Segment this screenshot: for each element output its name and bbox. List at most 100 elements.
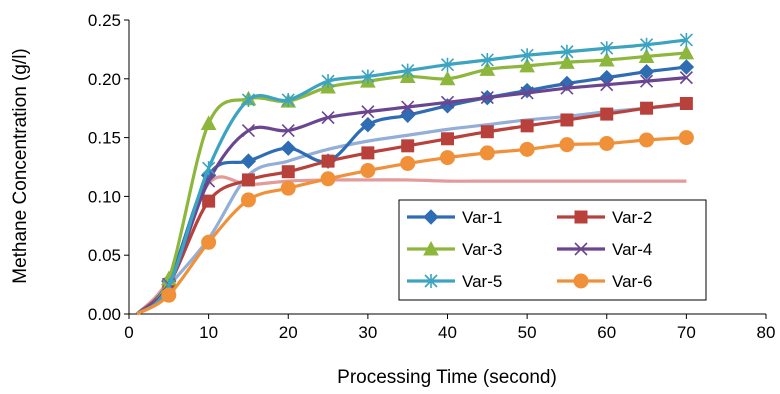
legend-marker <box>423 240 439 256</box>
data-point <box>678 44 695 60</box>
x-tick-label: 30 <box>358 323 377 342</box>
data-point <box>480 52 494 67</box>
data-point <box>439 70 456 86</box>
legend-label: Var-6 <box>612 272 652 291</box>
data-point <box>560 44 574 59</box>
data-point <box>361 105 375 119</box>
data-point <box>600 41 614 56</box>
data-point <box>440 57 455 72</box>
data-point <box>599 69 615 86</box>
data-point <box>240 153 257 169</box>
data-point <box>519 82 535 99</box>
data-point <box>202 194 216 208</box>
data-point <box>321 154 335 168</box>
data-point <box>321 111 335 125</box>
series-var-5 <box>135 32 693 316</box>
series-var-6 <box>136 130 694 316</box>
data-point <box>520 86 534 100</box>
legend-label: Var-3 <box>462 240 502 259</box>
data-point <box>281 123 295 138</box>
data-point <box>639 132 655 148</box>
legend-marker <box>573 273 589 289</box>
legend-item-var-2: Var-2 <box>557 208 652 227</box>
y-tick-label: 0.15 <box>88 129 121 148</box>
data-point <box>241 123 256 138</box>
data-point <box>599 135 615 151</box>
x-axis-label: Processing Time (second) <box>337 367 557 388</box>
data-point <box>639 74 654 88</box>
data-point <box>440 95 455 109</box>
legend-marker <box>423 209 439 225</box>
data-point <box>202 161 216 176</box>
data-point <box>559 137 575 153</box>
data-point <box>361 69 375 84</box>
y-tick-label: 0.00 <box>88 305 121 324</box>
x-tick-label: 0 <box>124 323 133 342</box>
data-point <box>520 48 534 63</box>
legend-item-var-1: Var-1 <box>407 208 502 227</box>
x-tick-label: 80 <box>757 323 776 342</box>
series-layer <box>135 32 695 316</box>
legend-label: Var-5 <box>462 272 502 291</box>
data-point <box>678 59 695 75</box>
data-point <box>161 287 177 303</box>
data-point <box>638 64 655 80</box>
data-point <box>401 63 415 78</box>
data-point <box>401 100 415 114</box>
y-tick-label: 0.05 <box>88 246 121 265</box>
legend-item-var-3: Var-3 <box>407 240 502 259</box>
data-point <box>560 81 574 95</box>
x-tick-label: 70 <box>677 323 696 342</box>
x-tick-label: 40 <box>438 323 457 342</box>
legend-item-var-5: Var-5 <box>407 272 502 291</box>
x-tick-label: 60 <box>597 323 616 342</box>
data-point <box>598 51 615 67</box>
data-point <box>280 140 296 156</box>
data-point <box>679 96 693 110</box>
legend-marker <box>574 210 588 224</box>
data-point <box>520 119 534 133</box>
data-point <box>639 37 654 52</box>
y-axis-label: Methane Concentration (g/l) <box>10 48 31 284</box>
data-point <box>201 234 217 250</box>
data-point <box>479 145 495 161</box>
y-tick-label: 0.10 <box>88 187 121 206</box>
data-point <box>241 92 256 107</box>
data-point <box>441 132 454 146</box>
data-point <box>399 107 416 123</box>
series-var-4 <box>135 71 693 316</box>
data-point <box>360 163 376 179</box>
data-point <box>479 61 496 76</box>
data-point <box>679 32 693 47</box>
data-point <box>678 130 694 146</box>
data-point <box>519 141 535 157</box>
x-tick-label: 50 <box>518 323 537 342</box>
data-point <box>400 155 416 171</box>
y-tick-label: 0.25 <box>88 11 121 30</box>
data-point <box>600 107 614 121</box>
x-tick-label: 10 <box>199 323 218 342</box>
x-tick-label: 20 <box>279 323 298 342</box>
data-point <box>560 113 574 127</box>
legend-item-var-4: Var-4 <box>557 240 652 259</box>
data-point <box>401 139 415 153</box>
legend-marker <box>424 274 438 288</box>
legend-item-var-6: Var-6 <box>557 272 652 291</box>
data-point <box>638 48 655 63</box>
data-point <box>281 165 295 179</box>
data-point <box>320 171 336 187</box>
data-point <box>679 71 693 85</box>
axes: 0.00 0.05 0.10 0.15 0.20 0.25 0 10 20 30 40 50 60 70 8… <box>88 11 776 342</box>
data-point <box>241 173 255 187</box>
data-point <box>440 150 455 166</box>
data-point <box>519 57 535 73</box>
data-point <box>360 116 376 133</box>
data-point <box>480 125 494 139</box>
y-tick-label: 0.20 <box>88 70 121 89</box>
data-point <box>321 74 335 89</box>
data-point <box>361 146 375 160</box>
legend-label: Var-2 <box>612 208 652 227</box>
data-point <box>640 101 654 115</box>
